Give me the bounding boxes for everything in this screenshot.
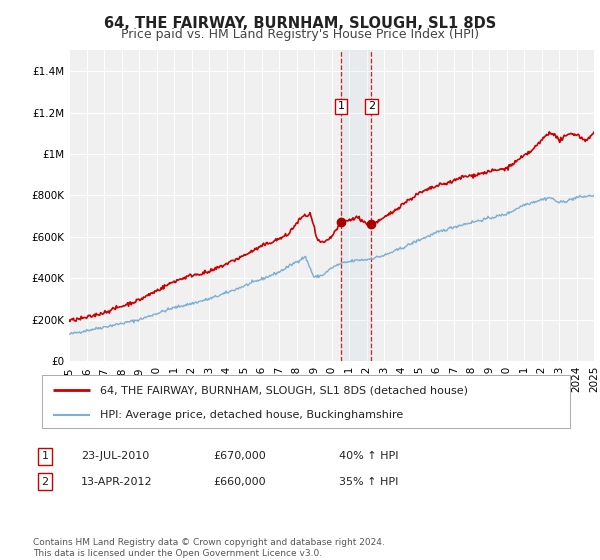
Text: 40% ↑ HPI: 40% ↑ HPI xyxy=(339,451,398,461)
Text: 2: 2 xyxy=(41,477,49,487)
Text: Contains HM Land Registry data © Crown copyright and database right 2024.
This d: Contains HM Land Registry data © Crown c… xyxy=(33,538,385,558)
Text: 2: 2 xyxy=(368,101,375,111)
Text: 64, THE FAIRWAY, BURNHAM, SLOUGH, SL1 8DS: 64, THE FAIRWAY, BURNHAM, SLOUGH, SL1 8D… xyxy=(104,16,496,31)
Text: 35% ↑ HPI: 35% ↑ HPI xyxy=(339,477,398,487)
Text: 1: 1 xyxy=(41,451,49,461)
Text: £660,000: £660,000 xyxy=(213,477,266,487)
Text: 1: 1 xyxy=(338,101,344,111)
Text: Price paid vs. HM Land Registry's House Price Index (HPI): Price paid vs. HM Land Registry's House … xyxy=(121,28,479,41)
Text: £670,000: £670,000 xyxy=(213,451,266,461)
Text: 64, THE FAIRWAY, BURNHAM, SLOUGH, SL1 8DS (detached house): 64, THE FAIRWAY, BURNHAM, SLOUGH, SL1 8D… xyxy=(100,385,468,395)
Text: HPI: Average price, detached house, Buckinghamshire: HPI: Average price, detached house, Buck… xyxy=(100,410,403,420)
Text: 13-APR-2012: 13-APR-2012 xyxy=(81,477,152,487)
Text: 23-JUL-2010: 23-JUL-2010 xyxy=(81,451,149,461)
Bar xyxy=(341,50,371,361)
